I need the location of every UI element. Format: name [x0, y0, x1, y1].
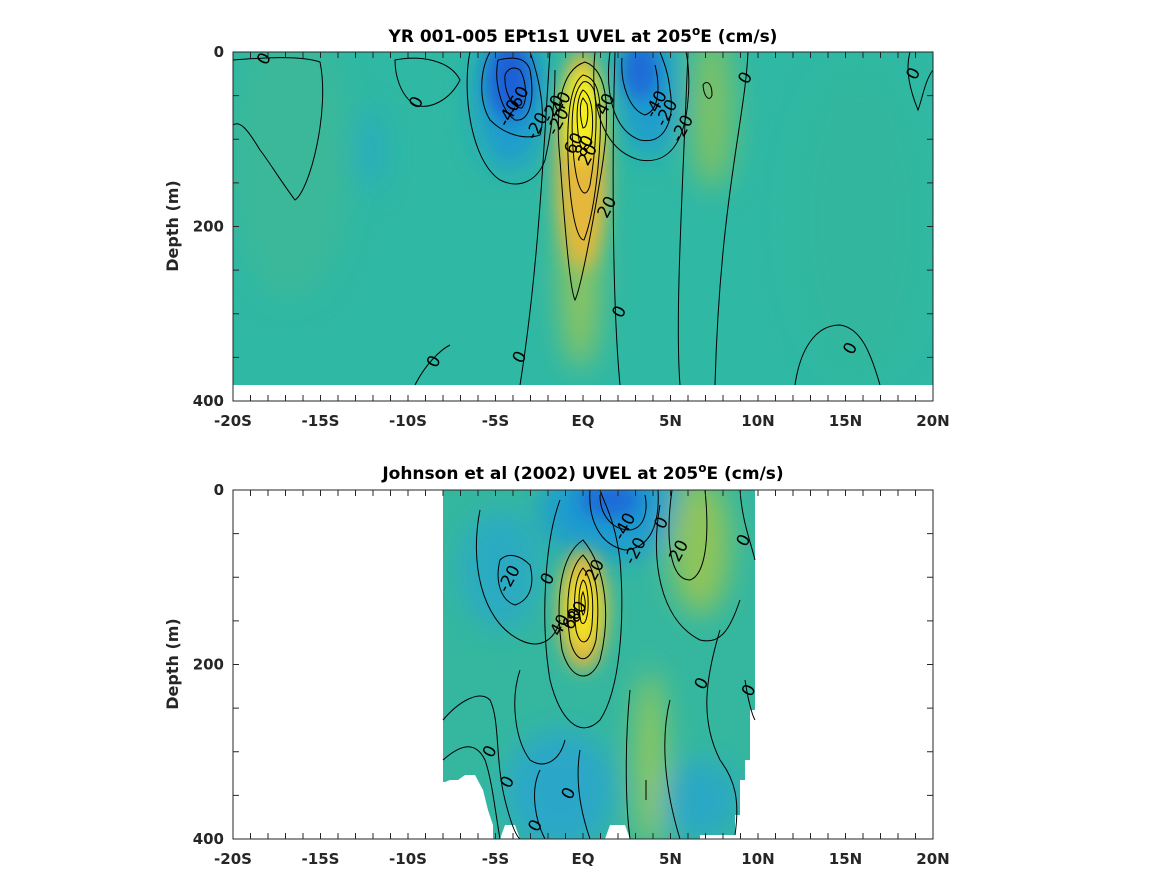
y-tick-label: 400 — [193, 392, 224, 410]
x-tick-label: 15N — [829, 412, 862, 430]
x-tick-label: -15S — [302, 412, 340, 430]
y-tick-label: 0 — [214, 481, 224, 499]
x-tick-label: 5N — [659, 850, 682, 868]
heatmap-field — [233, 52, 933, 385]
y-tick-label: 200 — [193, 656, 224, 674]
x-tick-label: -10S — [389, 412, 427, 430]
axis-ticks: -20S -15S -10S -5S EQ 5N 10N 15N 20N 0 200 400 — [193, 43, 950, 430]
y-tick-label: 0 — [214, 43, 224, 61]
x-tick-label: 10N — [741, 412, 774, 430]
heatmap-field — [443, 490, 755, 839]
contour-lines — [232, 51, 934, 386]
x-tick-label: 10N — [741, 850, 774, 868]
x-tick-label: -20S — [214, 850, 252, 868]
chart-title: YR 001-005 EPt1s1 UVEL at 205oE (cm/s) — [388, 24, 778, 47]
x-tick-label: -15S — [302, 850, 340, 868]
chart-title: Johnson et al (2002) UVEL at 205oE (cm/s… — [381, 461, 783, 484]
x-tick-label: EQ — [572, 412, 595, 430]
y-axis-label: Depth (m) — [163, 618, 182, 710]
x-tick-label: -5S — [482, 412, 509, 430]
x-tick-label: EQ — [572, 850, 595, 868]
y-tick-label: 400 — [193, 830, 224, 848]
x-tick-label: -20S — [214, 412, 252, 430]
x-tick-label: 5N — [659, 412, 682, 430]
contour-lines — [442, 489, 756, 840]
axis-ticks: -20S -15S -10S -5S EQ 5N 10N 15N 20N 0 200 400 — [193, 481, 950, 868]
x-tick-label: -5S — [482, 850, 509, 868]
x-tick-label: 20N — [916, 412, 949, 430]
y-axis-label: Depth (m) — [163, 180, 182, 272]
x-tick-label: -10S — [389, 850, 427, 868]
y-tick-label: 200 — [193, 218, 224, 236]
x-tick-label: 15N — [829, 850, 862, 868]
x-tick-label: 20N — [916, 850, 949, 868]
